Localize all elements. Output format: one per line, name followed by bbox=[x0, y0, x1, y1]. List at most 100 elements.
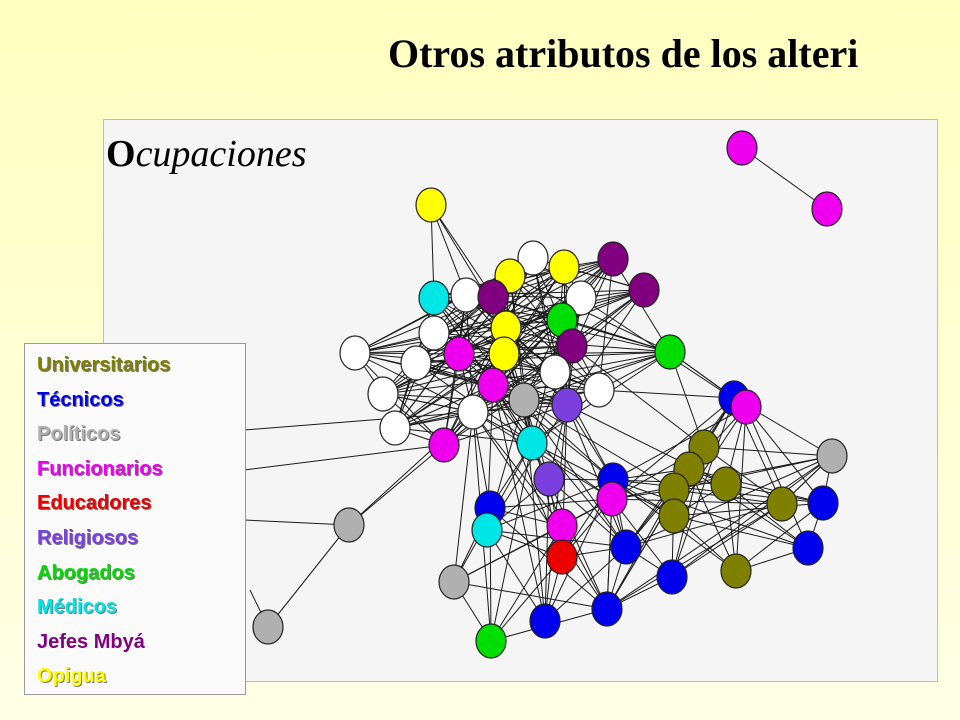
network-edge bbox=[354, 297, 582, 354]
network-edge bbox=[671, 455, 833, 578]
network-node-none bbox=[457, 394, 489, 430]
network-edge bbox=[433, 332, 671, 353]
network-edge bbox=[489, 498, 613, 509]
network-edge bbox=[382, 371, 556, 395]
legend-item-tecnicos: Técnicos bbox=[37, 388, 124, 411]
network-node-medicos bbox=[516, 425, 548, 461]
network-edge bbox=[745, 406, 809, 549]
network-edge bbox=[348, 444, 445, 526]
legend-item-educadores: Educadores bbox=[37, 492, 152, 515]
network-edge bbox=[243, 519, 350, 526]
network-node-none bbox=[418, 315, 450, 351]
network-node-politicos bbox=[252, 609, 284, 645]
panel-title: Ocupaciones bbox=[106, 132, 307, 176]
network-edge bbox=[741, 147, 828, 210]
network-node-none bbox=[565, 280, 597, 316]
network-edge bbox=[612, 479, 809, 549]
network-node-religiosos bbox=[533, 461, 565, 497]
network-node-abogados bbox=[475, 623, 507, 659]
network-edge bbox=[430, 204, 494, 298]
network-node-funcionarios bbox=[443, 336, 475, 372]
network-node-none bbox=[400, 345, 432, 381]
network-edge bbox=[725, 483, 809, 549]
network-node-funcionarios bbox=[546, 508, 578, 544]
network-node-medicos bbox=[471, 512, 503, 548]
legend-item-abogados: Abogados bbox=[37, 561, 135, 584]
network-edge bbox=[472, 411, 608, 610]
network-node-tecnicos bbox=[591, 591, 623, 627]
network-node-educadores bbox=[546, 539, 578, 575]
network-node-none bbox=[379, 410, 411, 446]
network-node-jefes bbox=[628, 272, 660, 308]
network-edge bbox=[394, 296, 494, 429]
network-node-funcionarios bbox=[428, 427, 460, 463]
network-node-none bbox=[339, 335, 371, 371]
network-edge bbox=[243, 444, 445, 471]
network-edge bbox=[394, 427, 533, 444]
network-edge bbox=[382, 345, 573, 395]
network-node-religiosos bbox=[551, 387, 583, 423]
network-edge bbox=[486, 529, 546, 622]
network-edge bbox=[671, 397, 735, 578]
network-edge bbox=[348, 411, 474, 526]
network-edge bbox=[673, 502, 824, 517]
network-node-none bbox=[539, 354, 571, 390]
legend-item-opigua: Opigua bbox=[37, 665, 106, 688]
network-edge bbox=[267, 524, 350, 628]
network-edge bbox=[458, 266, 565, 355]
network-node-politicos bbox=[333, 507, 365, 543]
network-edge bbox=[523, 399, 627, 548]
network-node-universitarios bbox=[720, 553, 752, 589]
network-edge bbox=[561, 319, 671, 353]
panel-title-rest: cupaciones bbox=[135, 133, 307, 175]
legend: Universitarios Técnicos Políticos Funcionar… bbox=[24, 343, 246, 695]
network-edge bbox=[354, 352, 445, 446]
network-node-funcionarios bbox=[811, 191, 843, 227]
slide-title: Otros atributos de los alteri bbox=[388, 31, 859, 76]
network-edge bbox=[492, 351, 671, 386]
legend-item-universitarios: Universitarios bbox=[37, 354, 171, 376]
network-node-funcionarios bbox=[730, 389, 762, 425]
network-node-politicos bbox=[438, 564, 470, 600]
network-edge bbox=[443, 404, 568, 446]
network-edge bbox=[703, 446, 833, 457]
network-edge bbox=[492, 384, 600, 391]
legend-item-medicos: Médicos bbox=[37, 596, 118, 619]
network-edge bbox=[243, 411, 474, 431]
network-edge bbox=[453, 411, 474, 583]
network-node-jefes bbox=[556, 328, 588, 364]
network-node-tecnicos bbox=[656, 559, 688, 595]
network-edge bbox=[531, 442, 613, 500]
network-node-opigua bbox=[548, 249, 580, 285]
network-node-politicos bbox=[508, 382, 540, 418]
network-node-abogados bbox=[654, 334, 686, 370]
network-edge bbox=[606, 503, 783, 610]
network-node-universitarios bbox=[710, 466, 742, 502]
network-edge bbox=[671, 503, 783, 578]
network-edge bbox=[394, 353, 505, 429]
network-node-opigua bbox=[488, 336, 520, 372]
network-edge bbox=[548, 478, 627, 548]
network-node-tecnicos bbox=[610, 529, 642, 565]
network-edge bbox=[523, 399, 614, 481]
network-edge bbox=[415, 296, 494, 364]
network-edge bbox=[490, 442, 533, 642]
network-edge bbox=[453, 581, 608, 610]
network-node-tecnicos bbox=[792, 530, 824, 566]
network-edge bbox=[611, 498, 783, 505]
network-edge bbox=[523, 399, 675, 491]
network-edge bbox=[492, 384, 546, 622]
network-edge bbox=[612, 406, 747, 481]
network-node-opigua bbox=[415, 187, 447, 223]
network-edge bbox=[606, 455, 833, 610]
legend-item-jefes: Jefes Mbyá bbox=[37, 630, 145, 653]
network-edge bbox=[544, 546, 627, 622]
network-node-funcionarios bbox=[726, 130, 758, 166]
network-node-funcionarios bbox=[596, 481, 628, 517]
network-edge bbox=[503, 351, 671, 355]
network-node-funcionarios bbox=[477, 367, 509, 403]
network-edge bbox=[625, 455, 833, 548]
network-edge bbox=[688, 468, 824, 504]
legend-item-politicos: Políticos bbox=[37, 423, 121, 446]
